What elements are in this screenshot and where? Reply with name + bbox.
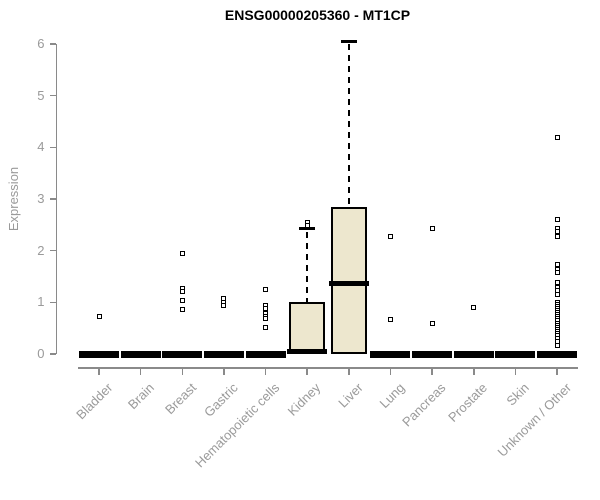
x-tick-label: Skin (503, 380, 533, 409)
collapsed-box-median (412, 350, 453, 358)
outlier-point (554, 269, 560, 275)
box-rect (330, 206, 367, 354)
whisker-cap (340, 39, 357, 43)
outlier-point (554, 234, 560, 240)
x-axis-tick (348, 368, 350, 375)
y-axis-tick (49, 249, 56, 252)
outlier-point (471, 305, 477, 310)
collapsed-box-median (370, 350, 411, 358)
x-tick-label: Lung (376, 380, 408, 412)
outlier-point (554, 134, 560, 140)
x-axis-tick (181, 368, 184, 375)
outlier-point (221, 302, 227, 308)
y-axis-line (55, 44, 57, 354)
outlier-point (179, 250, 185, 256)
collapsed-box-median (79, 350, 119, 358)
whisker-cap (299, 227, 316, 231)
x-tick-label: Kidney (285, 380, 324, 419)
median-line (328, 280, 369, 286)
y-axis-tick (49, 43, 56, 45)
collapsed-box-median (453, 350, 494, 358)
x-tick-label: Bladder (73, 380, 116, 423)
x-axis-tick (431, 368, 433, 375)
whisker-line (306, 231, 309, 303)
outlier-point (263, 324, 269, 330)
outlier-point (96, 314, 102, 320)
collapsed-box-median (495, 350, 536, 358)
x-tick-label: Prostate (445, 380, 491, 425)
x-tick-label: Brain (125, 380, 158, 413)
y-tick-label: 2 (37, 242, 45, 258)
y-tick-label: 5 (37, 87, 45, 103)
x-axis-tick (306, 368, 308, 375)
outlier-point (263, 306, 269, 312)
outlier-point (304, 223, 310, 229)
x-tick-label: Gastric (200, 380, 241, 420)
y-axis-tick (49, 198, 56, 200)
collapsed-box-median (537, 350, 578, 358)
y-tick-label: 6 (37, 36, 45, 51)
collapsed-box-median (120, 350, 161, 358)
collapsed-box-median (245, 350, 286, 358)
x-axis-tick (389, 368, 392, 375)
outlier-point (554, 292, 560, 298)
x-axis-tick (473, 368, 475, 375)
x-tick-label: Liver (334, 380, 366, 411)
y-axis-tick (49, 94, 56, 97)
y-axis-tick (49, 146, 56, 149)
y-axis-tick (49, 353, 56, 355)
collapsed-box-median (162, 350, 203, 358)
outlier-point (554, 342, 560, 348)
outlier-point (387, 234, 393, 240)
x-axis-tick (556, 368, 558, 375)
y-tick-label: 4 (37, 139, 45, 155)
outlier-point (263, 316, 269, 322)
whisker-line (347, 44, 350, 207)
outlier-point (429, 320, 435, 326)
x-axis-tick (98, 368, 100, 375)
x-tick-label: Unknown / Other (494, 380, 574, 460)
x-axis-line (78, 367, 578, 369)
chart-title: ENSG00000205360 - MT1CP (224, 7, 411, 23)
x-tick-label: Pancreas (399, 380, 449, 430)
y-tick-label: 1 (37, 294, 45, 310)
median-line (287, 348, 328, 354)
y-axis-tick (49, 301, 56, 304)
x-axis-tick (264, 368, 267, 375)
outlier-point (179, 307, 185, 313)
x-axis-tick (139, 368, 142, 375)
x-axis-tick (514, 368, 517, 375)
outlier-point (554, 217, 560, 223)
collapsed-box-median (203, 350, 244, 358)
box-rect (289, 302, 326, 354)
outlier-point (263, 286, 269, 292)
outlier-point (554, 229, 560, 235)
x-axis-tick (223, 368, 225, 375)
y-tick-label: 3 (37, 191, 45, 206)
outlier-point (429, 226, 435, 232)
outlier-point (554, 261, 560, 267)
outlier-point (179, 288, 185, 294)
x-tick-label: Breast (161, 380, 199, 418)
y-tick-label: 0 (37, 346, 45, 361)
outlier-point (179, 297, 185, 303)
outlier-point (387, 317, 393, 323)
outlier-point (554, 279, 560, 285)
